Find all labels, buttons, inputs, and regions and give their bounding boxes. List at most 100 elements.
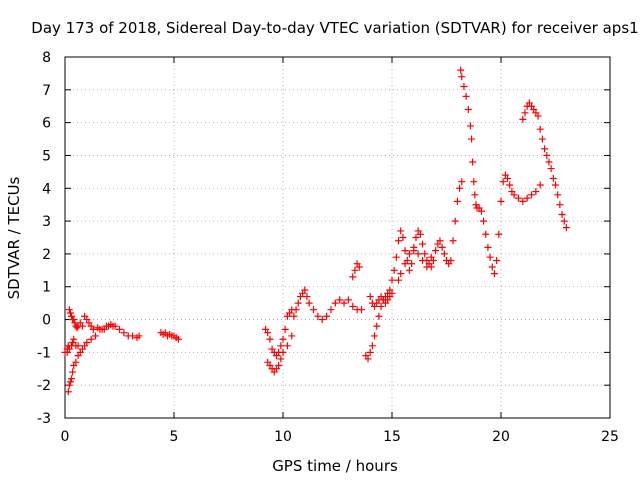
data-point bbox=[66, 309, 74, 317]
data-point bbox=[497, 197, 505, 205]
data-point bbox=[427, 253, 435, 261]
data-point bbox=[301, 286, 309, 294]
data-point bbox=[264, 329, 272, 337]
data-point bbox=[432, 247, 440, 255]
data-point bbox=[472, 201, 480, 209]
data-point bbox=[469, 158, 477, 166]
data-point bbox=[109, 322, 117, 330]
data-point bbox=[279, 335, 287, 343]
data-point bbox=[266, 335, 274, 343]
data-point bbox=[506, 181, 514, 189]
data-point bbox=[541, 145, 549, 153]
data-point bbox=[318, 316, 326, 324]
data-point bbox=[410, 243, 418, 251]
data-point bbox=[392, 253, 400, 261]
x-tick-label: 20 bbox=[492, 429, 510, 445]
data-point bbox=[562, 224, 570, 232]
data-point bbox=[323, 312, 331, 320]
data-point bbox=[536, 125, 544, 133]
data-point bbox=[484, 243, 492, 251]
data-point bbox=[388, 276, 396, 284]
data-point bbox=[73, 324, 81, 332]
y-axis: -3 -2 -1 0 1 2 3 4 5 6 7 8 bbox=[37, 50, 610, 427]
data-point bbox=[366, 293, 374, 301]
data-point bbox=[514, 194, 522, 202]
data-point bbox=[552, 181, 559, 189]
y-tick-label: 3 bbox=[42, 214, 51, 230]
data-point bbox=[412, 234, 420, 241]
data-point bbox=[488, 263, 496, 271]
data-point bbox=[395, 276, 403, 284]
data-point bbox=[277, 355, 285, 363]
y-tick-label: 4 bbox=[42, 181, 51, 197]
data-point bbox=[83, 339, 91, 347]
data-point bbox=[405, 266, 413, 274]
data-point bbox=[477, 207, 485, 215]
data-point bbox=[395, 237, 403, 245]
x-tick-label: 15 bbox=[383, 429, 401, 445]
data-point bbox=[375, 312, 383, 320]
y-axis-title: SDTVAR / TECUs bbox=[5, 176, 23, 299]
data-point bbox=[414, 250, 422, 258]
data-point bbox=[366, 348, 374, 356]
data-point bbox=[92, 332, 100, 340]
data-point bbox=[504, 174, 512, 182]
data-point bbox=[281, 325, 289, 333]
data-point bbox=[303, 293, 311, 301]
grid bbox=[65, 57, 610, 418]
data-point bbox=[532, 188, 540, 196]
data-point bbox=[519, 115, 527, 123]
data-point bbox=[174, 335, 182, 343]
data-point bbox=[499, 178, 507, 186]
data-point bbox=[65, 306, 73, 314]
data-point bbox=[468, 135, 476, 143]
data-point bbox=[388, 289, 396, 297]
data-point bbox=[462, 92, 470, 100]
data-point bbox=[120, 329, 128, 337]
data-point bbox=[290, 312, 298, 320]
data-point bbox=[116, 325, 123, 333]
data-point bbox=[486, 253, 494, 261]
data-point bbox=[453, 197, 461, 205]
data-point bbox=[457, 66, 465, 74]
data-point bbox=[466, 122, 474, 130]
data-point bbox=[355, 263, 363, 271]
data-point bbox=[72, 358, 80, 366]
data-point bbox=[534, 112, 542, 120]
data-point bbox=[89, 325, 97, 333]
data-point bbox=[480, 217, 488, 225]
data-point bbox=[294, 299, 302, 307]
data-point bbox=[421, 250, 429, 258]
data-point bbox=[371, 332, 379, 340]
y-tick-label: 8 bbox=[42, 50, 51, 66]
data-point bbox=[436, 237, 444, 245]
data-point bbox=[364, 355, 372, 363]
data-point bbox=[416, 230, 424, 238]
data-point bbox=[279, 348, 287, 356]
data-point bbox=[349, 273, 357, 281]
y-tick-label: -2 bbox=[37, 378, 51, 394]
data-point bbox=[408, 260, 416, 268]
data-point bbox=[545, 158, 553, 166]
data-point bbox=[510, 191, 518, 199]
data-point bbox=[336, 296, 344, 304]
x-tick-label: 10 bbox=[274, 429, 292, 445]
x-tick-label: 25 bbox=[601, 429, 619, 445]
data-point bbox=[440, 250, 448, 258]
data-point bbox=[70, 335, 78, 343]
data-point bbox=[490, 270, 498, 278]
data-point bbox=[292, 306, 300, 314]
data-point bbox=[447, 256, 455, 264]
x-axis: 0 5 10 15 20 25 bbox=[61, 57, 619, 445]
data-point bbox=[523, 194, 531, 202]
data-point bbox=[288, 332, 296, 340]
data-point bbox=[493, 256, 501, 264]
data-point bbox=[458, 73, 466, 81]
data-point bbox=[558, 211, 566, 219]
data-point bbox=[397, 227, 405, 235]
y-tick-label: 5 bbox=[42, 148, 51, 164]
y-tick-label: -1 bbox=[37, 345, 51, 361]
data-point bbox=[419, 240, 427, 248]
data-point bbox=[314, 312, 322, 320]
